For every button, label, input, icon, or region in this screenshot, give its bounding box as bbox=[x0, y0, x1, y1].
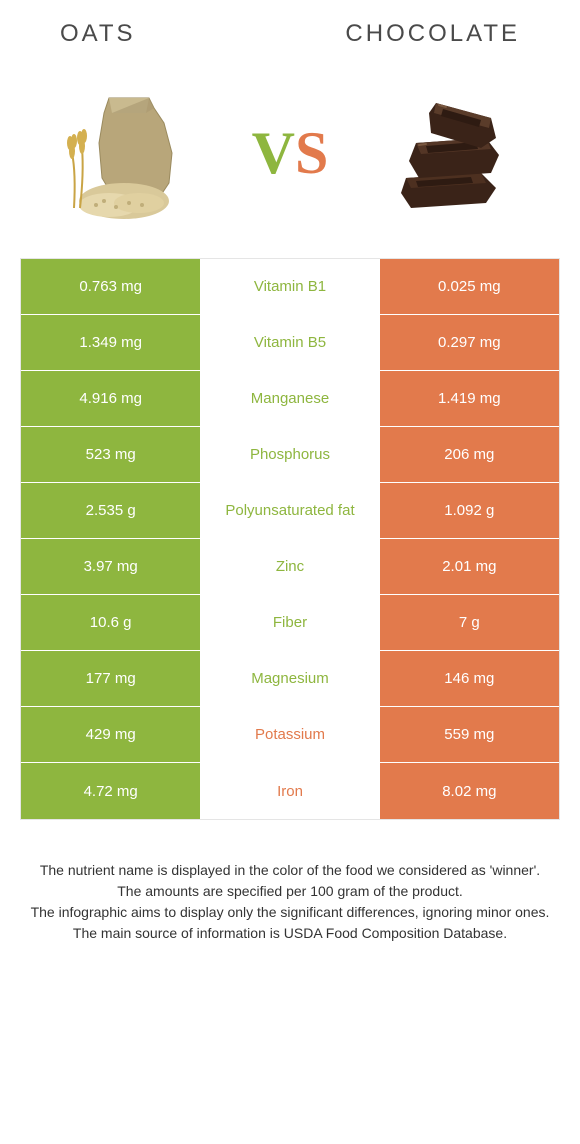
footer-line-3: The infographic aims to display only the… bbox=[30, 902, 550, 923]
cell-nutrient-label: Vitamin B5 bbox=[200, 315, 379, 370]
cell-right-value: 7 g bbox=[380, 595, 559, 650]
cell-left-value: 429 mg bbox=[21, 707, 200, 762]
cell-nutrient-label: Phosphorus bbox=[200, 427, 379, 482]
table-row: 2.535 gPolyunsaturated fat1.092 g bbox=[21, 483, 559, 539]
table-row: 3.97 mgZinc2.01 mg bbox=[21, 539, 559, 595]
cell-left-value: 4.916 mg bbox=[21, 371, 200, 426]
cell-left-value: 177 mg bbox=[21, 651, 200, 706]
cell-nutrient-label: Fiber bbox=[200, 595, 379, 650]
cell-nutrient-label: Manganese bbox=[200, 371, 379, 426]
oats-image bbox=[54, 78, 204, 228]
table-row: 177 mgMagnesium146 mg bbox=[21, 651, 559, 707]
table-row: 0.763 mgVitamin B10.025 mg bbox=[21, 259, 559, 315]
nutrient-table: 0.763 mgVitamin B10.025 mg1.349 mgVitami… bbox=[20, 258, 560, 820]
cell-left-value: 4.72 mg bbox=[21, 763, 200, 819]
cell-right-value: 1.092 g bbox=[380, 483, 559, 538]
footer-line-2: The amounts are specified per 100 gram o… bbox=[30, 881, 550, 902]
cell-right-value: 8.02 mg bbox=[380, 763, 559, 819]
table-row: 429 mgPotassium559 mg bbox=[21, 707, 559, 763]
table-row: 10.6 gFiber7 g bbox=[21, 595, 559, 651]
cell-right-value: 206 mg bbox=[380, 427, 559, 482]
vs-label: VS bbox=[252, 119, 329, 188]
footer-line-1: The nutrient name is displayed in the co… bbox=[30, 860, 550, 881]
cell-left-value: 1.349 mg bbox=[21, 315, 200, 370]
cell-right-value: 146 mg bbox=[380, 651, 559, 706]
cell-right-value: 1.419 mg bbox=[380, 371, 559, 426]
cell-nutrient-label: Magnesium bbox=[200, 651, 379, 706]
table-row: 523 mgPhosphorus206 mg bbox=[21, 427, 559, 483]
cell-nutrient-label: Polyunsaturated fat bbox=[200, 483, 379, 538]
vs-v: V bbox=[252, 120, 295, 186]
cell-nutrient-label: Potassium bbox=[200, 707, 379, 762]
cell-left-value: 10.6 g bbox=[21, 595, 200, 650]
cell-left-value: 2.535 g bbox=[21, 483, 200, 538]
chocolate-image bbox=[376, 78, 526, 228]
footer: The nutrient name is displayed in the co… bbox=[0, 820, 580, 964]
cell-right-value: 0.297 mg bbox=[380, 315, 559, 370]
hero: VS bbox=[0, 58, 580, 258]
cell-right-value: 0.025 mg bbox=[380, 259, 559, 314]
cell-left-value: 3.97 mg bbox=[21, 539, 200, 594]
cell-left-value: 0.763 mg bbox=[21, 259, 200, 314]
cell-nutrient-label: Iron bbox=[200, 763, 379, 819]
title-oats: Oats bbox=[60, 20, 136, 48]
vs-s: S bbox=[295, 120, 328, 186]
table-row: 4.72 mgIron8.02 mg bbox=[21, 763, 559, 819]
cell-nutrient-label: Zinc bbox=[200, 539, 379, 594]
footer-line-4: The main source of information is USDA F… bbox=[30, 923, 550, 944]
cell-left-value: 523 mg bbox=[21, 427, 200, 482]
title-chocolate: Chocolate bbox=[345, 20, 520, 48]
cell-right-value: 2.01 mg bbox=[380, 539, 559, 594]
table-row: 1.349 mgVitamin B50.297 mg bbox=[21, 315, 559, 371]
cell-nutrient-label: Vitamin B1 bbox=[200, 259, 379, 314]
header: Oats Chocolate bbox=[0, 0, 580, 58]
cell-right-value: 559 mg bbox=[380, 707, 559, 762]
table-row: 4.916 mgManganese1.419 mg bbox=[21, 371, 559, 427]
